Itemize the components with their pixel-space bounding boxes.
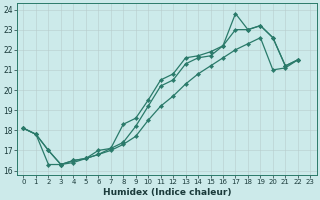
X-axis label: Humidex (Indice chaleur): Humidex (Indice chaleur)	[103, 188, 231, 197]
